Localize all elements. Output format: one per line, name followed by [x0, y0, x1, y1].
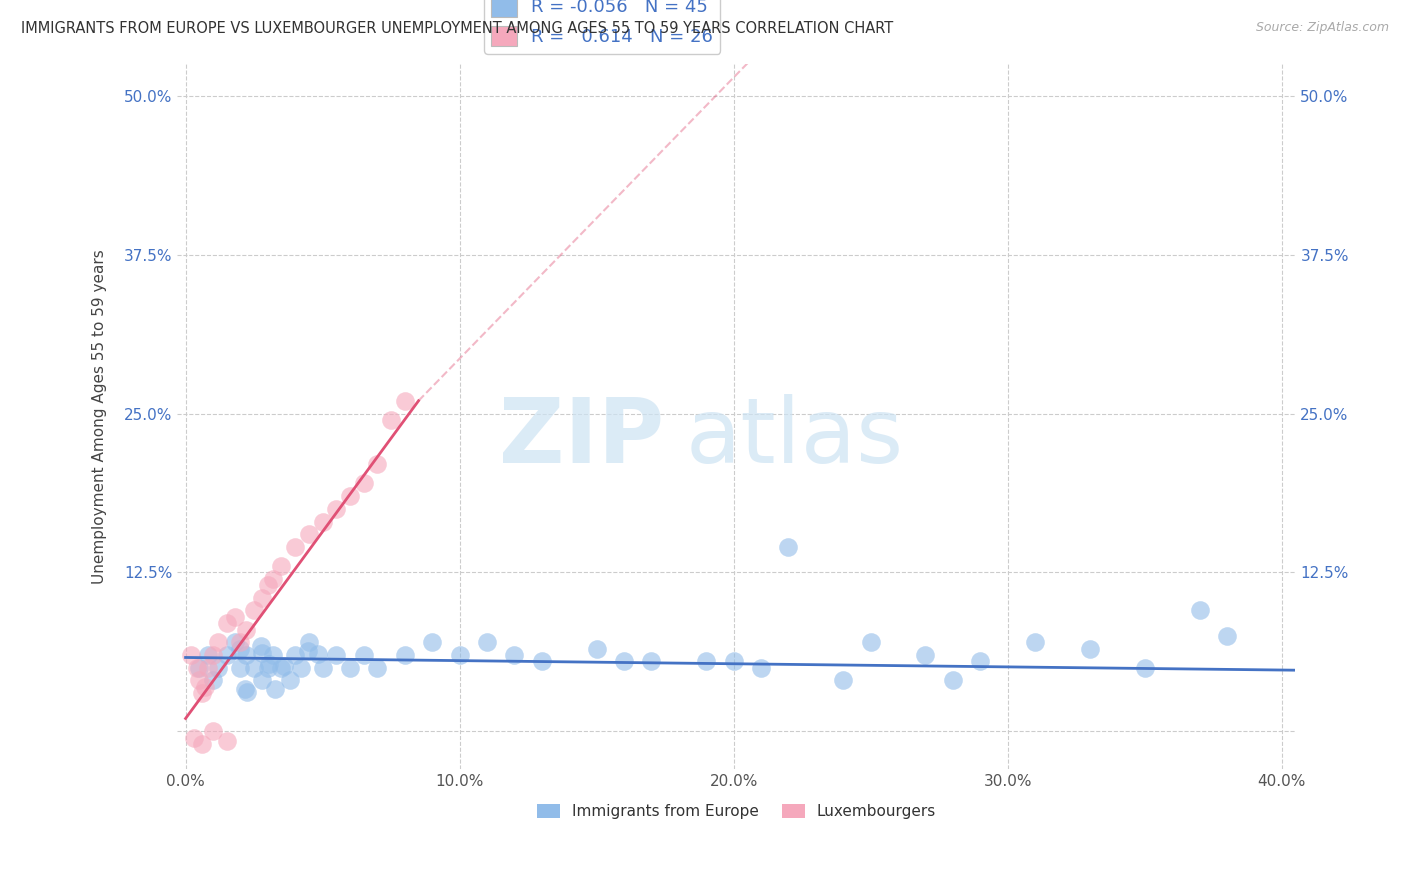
- Point: [183, 731, 205, 745]
- Point: [832, 673, 855, 688]
- Y-axis label: Unemployment Among Ages 55 to 59 years: Unemployment Among Ages 55 to 59 years: [93, 249, 107, 584]
- Point: [252, 673, 274, 688]
- Point: [353, 648, 375, 662]
- Point: [215, 734, 238, 748]
- Point: [197, 660, 219, 674]
- Point: [530, 654, 553, 668]
- Point: [262, 572, 284, 586]
- Point: [307, 647, 329, 661]
- Point: [229, 635, 252, 649]
- Point: [270, 660, 292, 674]
- Point: [252, 591, 274, 605]
- Point: [215, 648, 238, 662]
- Point: [366, 660, 388, 674]
- Point: [859, 635, 882, 649]
- Point: [235, 648, 257, 662]
- Point: [262, 648, 284, 662]
- Point: [224, 635, 246, 649]
- Point: [243, 603, 266, 617]
- Point: [229, 641, 252, 656]
- Point: [284, 540, 307, 554]
- Point: [298, 527, 321, 541]
- Point: [243, 660, 266, 674]
- Point: [420, 635, 443, 649]
- Point: [201, 724, 224, 739]
- Point: [778, 540, 800, 554]
- Point: [1216, 629, 1239, 643]
- Point: [1188, 603, 1211, 617]
- Point: [233, 682, 256, 697]
- Point: [297, 644, 319, 658]
- Point: [215, 616, 238, 631]
- Point: [201, 648, 224, 662]
- Point: [394, 648, 416, 662]
- Point: [264, 681, 287, 696]
- Point: [1133, 660, 1156, 674]
- Point: [250, 646, 273, 660]
- Point: [224, 610, 246, 624]
- Point: [695, 654, 717, 668]
- Text: Source: ZipAtlas.com: Source: ZipAtlas.com: [1256, 21, 1389, 34]
- Point: [1024, 635, 1046, 649]
- Point: [194, 680, 217, 694]
- Point: [229, 660, 252, 674]
- Point: [749, 660, 772, 674]
- Point: [207, 635, 229, 649]
- Point: [278, 673, 301, 688]
- Point: [256, 578, 278, 592]
- Point: [311, 515, 333, 529]
- Point: [394, 393, 416, 408]
- Point: [270, 559, 292, 574]
- Text: IMMIGRANTS FROM EUROPE VS LUXEMBOURGER UNEMPLOYMENT AMONG AGES 55 TO 59 YEARS CO: IMMIGRANTS FROM EUROPE VS LUXEMBOURGER U…: [21, 21, 893, 36]
- Point: [585, 641, 607, 656]
- Point: [191, 686, 214, 700]
- Point: [613, 654, 636, 668]
- Text: ZIP: ZIP: [499, 394, 664, 482]
- Point: [284, 648, 307, 662]
- Point: [449, 648, 471, 662]
- Point: [640, 654, 662, 668]
- Point: [475, 635, 498, 649]
- Point: [259, 657, 281, 672]
- Point: [188, 673, 211, 688]
- Point: [380, 413, 402, 427]
- Point: [180, 648, 202, 662]
- Text: atlas: atlas: [686, 394, 904, 482]
- Point: [914, 648, 936, 662]
- Point: [290, 660, 312, 674]
- Point: [339, 489, 361, 503]
- Point: [1078, 641, 1101, 656]
- Point: [503, 648, 526, 662]
- Point: [236, 685, 259, 699]
- Point: [298, 635, 321, 649]
- Point: [197, 648, 219, 662]
- Point: [325, 501, 347, 516]
- Point: [207, 660, 229, 674]
- Point: [325, 648, 347, 662]
- Point: [186, 660, 208, 674]
- Point: [235, 623, 257, 637]
- Point: [191, 737, 214, 751]
- Point: [273, 659, 295, 673]
- Point: [942, 673, 965, 688]
- Legend: Immigrants from Europe, Luxembourgers: Immigrants from Europe, Luxembourgers: [530, 797, 942, 825]
- Point: [366, 458, 388, 472]
- Point: [256, 660, 278, 674]
- Point: [188, 660, 211, 674]
- Point: [723, 654, 745, 668]
- Point: [201, 673, 224, 688]
- Point: [339, 660, 361, 674]
- Point: [250, 639, 273, 653]
- Point: [353, 476, 375, 491]
- Point: [311, 660, 333, 674]
- Point: [969, 654, 991, 668]
